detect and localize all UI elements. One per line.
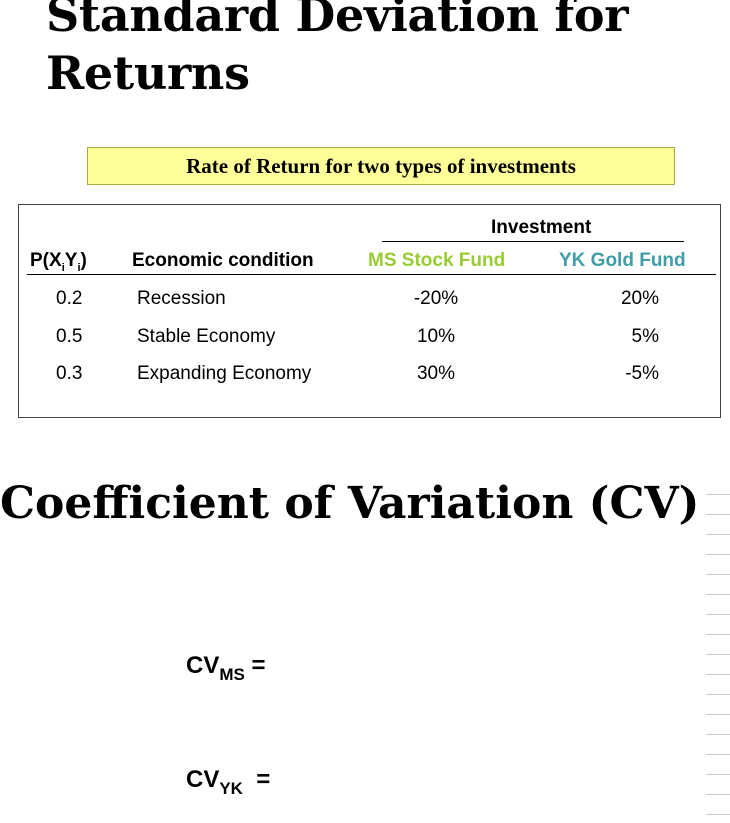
row-yk-return: -5% [625, 363, 659, 384]
row-yk-return: 20% [620, 288, 659, 309]
returns-table: Investment P(XiYi) Economic condition MS… [18, 204, 721, 418]
condition-header: Economic condition [132, 250, 314, 271]
row-ms-return: -20% [413, 288, 459, 309]
cv-ms-formula: CVMS = [186, 652, 266, 684]
ms-fund-header: MS Stock Fund [368, 250, 506, 271]
row-prob: 0.2 [56, 288, 83, 309]
ruled-margin-decoration [706, 494, 730, 823]
cv-yk-formula: CVYK = [186, 766, 271, 798]
row-yk-return: 5% [631, 326, 659, 347]
header-underline [27, 274, 716, 275]
row-condition: Stable Economy [137, 326, 276, 347]
row-prob: 0.5 [56, 326, 83, 347]
investment-underline [382, 241, 684, 242]
slide-title-line2: Returns [46, 46, 250, 100]
slide-title: Standard Deviation for Returns [46, 0, 629, 102]
row-ms-return: 10% [416, 326, 456, 347]
probability-header: P(XiYi) [30, 250, 87, 274]
row-condition: Recession [137, 288, 226, 309]
row-prob: 0.3 [56, 363, 83, 384]
table-caption: Rate of Return for two types of investme… [87, 147, 675, 185]
yk-fund-header: YK Gold Fund [559, 250, 686, 271]
row-ms-return: 30% [416, 363, 456, 384]
row-condition: Expanding Economy [137, 363, 312, 384]
cv-title: Coefficient of Variation (CV) [0, 478, 700, 529]
investment-group-header: Investment [491, 217, 592, 238]
slide-title-line1: Standard Deviation for [46, 0, 629, 42]
